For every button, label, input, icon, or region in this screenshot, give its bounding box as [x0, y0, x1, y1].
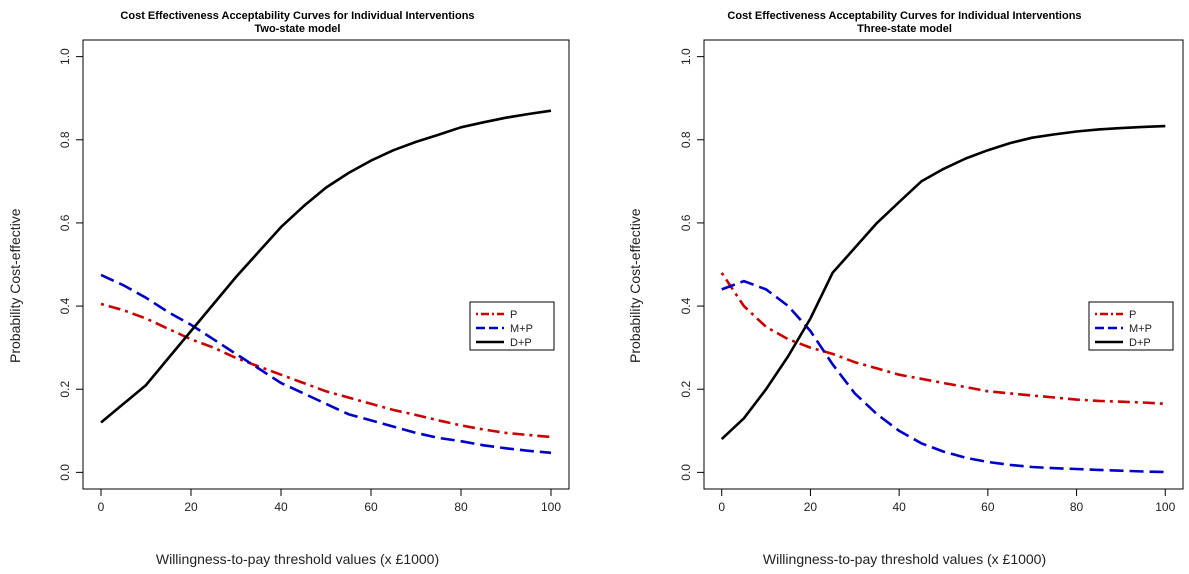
x-tick-label: 20	[184, 500, 198, 514]
series-line-dplusp	[720, 124, 1166, 441]
y-tick-label: 0.0	[679, 464, 693, 481]
legend-label: M+P	[1129, 323, 1152, 335]
x-tick-label: 0	[98, 500, 105, 514]
y-tick-label: 0.8	[679, 131, 693, 148]
chart-title: Cost Effectiveness Acceptability Curves …	[120, 10, 475, 22]
y-tick-label: 0.4	[58, 297, 72, 314]
y-tick-label: 0.4	[679, 297, 693, 314]
x-tick-label: 60	[981, 500, 995, 514]
legend-label: D+P	[510, 337, 532, 349]
y-tick-label: 0.2	[679, 381, 693, 398]
plot-frame	[82, 39, 570, 490]
chart-subtitle: Two-state model	[254, 23, 341, 35]
x-tick-label: 100	[1155, 500, 1175, 514]
y-tick-label: 0.8	[58, 131, 72, 148]
x-axis-label: Willingness-to-pay threshold values (x £…	[155, 551, 440, 567]
series-line-p	[100, 302, 552, 439]
chart-title: Cost Effectiveness Acceptability Curves …	[727, 10, 1082, 22]
legend-label: D+P	[1129, 337, 1151, 349]
y-tick-label: 1.0	[679, 48, 693, 65]
x-tick-label: 60	[364, 500, 378, 514]
x-tick-label: 0	[718, 500, 725, 514]
y-axis-label: Probability Cost-effective	[627, 208, 643, 363]
x-tick-label: 80	[454, 500, 468, 514]
chart-panel-two-state: Cost Effectiveness Acceptability Curves …	[7, 10, 570, 567]
chart-subtitle: Three-state model	[857, 23, 952, 35]
chart-panel-three-state: Cost Effectiveness Acceptability Curves …	[620, 0, 1189, 574]
y-tick-label: 0.0	[58, 464, 72, 481]
chart-plot-three-state: 0 20 40 60 80 100 0.0 0.2 0.4 0.6 0.8 1.0 P M+P D+P	[679, 39, 1184, 514]
series-line-dplusp	[100, 109, 552, 424]
legend-label: M+P	[510, 323, 533, 335]
legend-label: P	[510, 309, 517, 321]
x-tick-label: 20	[804, 500, 818, 514]
series-line-mplusp	[100, 273, 552, 455]
series-line-mplusp	[721, 279, 1166, 474]
legend-label: P	[1129, 309, 1136, 321]
plot-frame	[703, 39, 1184, 490]
y-tick-label: 1.0	[58, 48, 72, 65]
x-tick-label: 40	[274, 500, 288, 514]
y-tick-label: 0.6	[679, 214, 693, 231]
y-tick-label: 0.2	[58, 381, 72, 398]
x-tick-label: 80	[1070, 500, 1084, 514]
x-tick-label: 100	[541, 500, 561, 514]
x-axis-label: Willingness-to-pay threshold values (x £…	[762, 551, 1047, 567]
y-axis-label: Probability Cost-effective	[7, 208, 23, 363]
chart-plot-two-state: 0 20 40 60 80 100 0.0 0.2 0.4 0.6 0.8 1.0 P M+P D+P	[58, 39, 570, 514]
x-tick-label: 40	[892, 500, 906, 514]
y-tick-label: 0.6	[58, 214, 72, 231]
